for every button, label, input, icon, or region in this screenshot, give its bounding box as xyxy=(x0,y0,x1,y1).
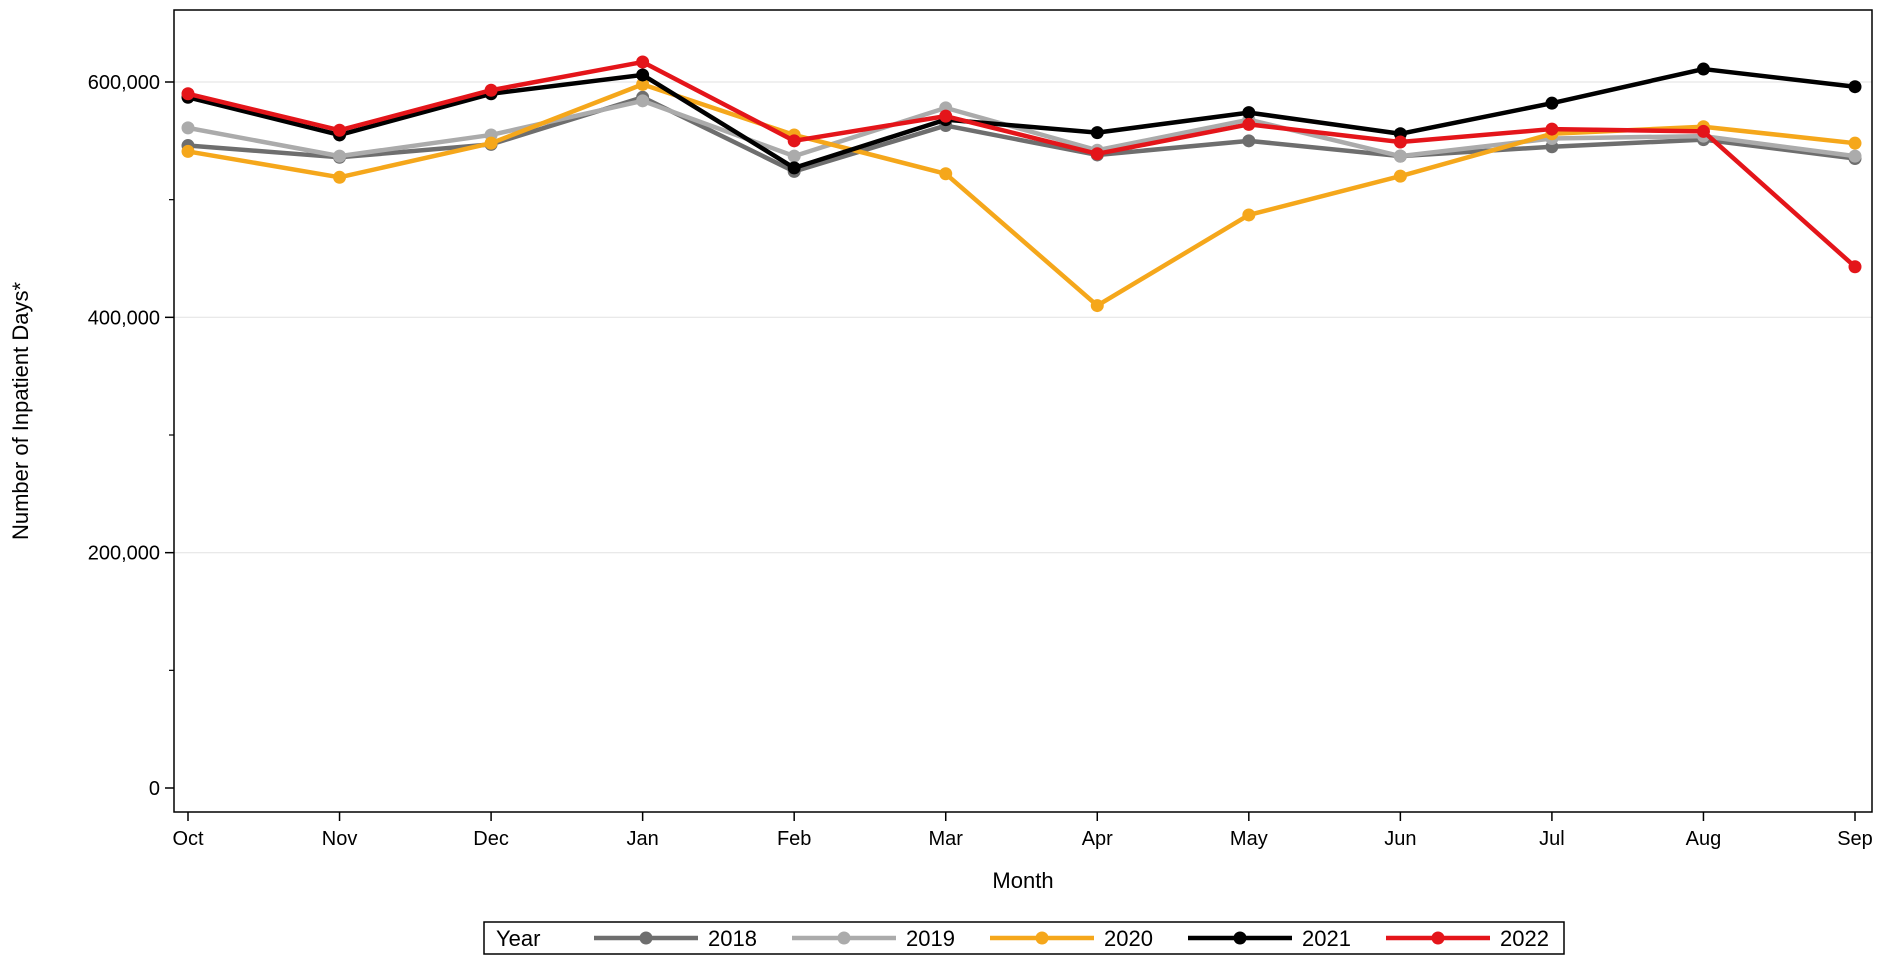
point-2021-feb xyxy=(787,161,801,175)
legend-label-2022: 2022 xyxy=(1500,926,1549,951)
legend-label-2018: 2018 xyxy=(708,926,757,951)
legend-swatch-marker-2019 xyxy=(837,931,851,945)
y-tick-label-3: 600,000 xyxy=(88,72,160,94)
point-2021-jul xyxy=(1545,96,1559,110)
x-tick-label-oct: Oct xyxy=(172,828,204,850)
point-2022-feb xyxy=(787,134,801,148)
y-axis-label: Number of Inpatient Days* xyxy=(8,282,33,540)
series-layer xyxy=(181,55,1862,313)
series-2020 xyxy=(181,77,1862,313)
legend-item-2021: 2021 xyxy=(1188,926,1351,951)
x-tick-label-mar: Mar xyxy=(929,828,964,850)
legend-label-2019: 2019 xyxy=(906,926,955,951)
point-2022-nov xyxy=(333,123,347,137)
y-tick-label-1: 200,000 xyxy=(88,543,160,565)
point-2021-may xyxy=(1242,106,1256,120)
point-2020-dec xyxy=(484,136,498,150)
point-2021-sep xyxy=(1848,80,1862,94)
x-tick-label-apr: Apr xyxy=(1082,828,1113,850)
point-2022-jul xyxy=(1545,122,1559,136)
series-line-2018 xyxy=(185,95,1858,174)
point-2021-apr xyxy=(1090,126,1104,140)
point-2022-oct xyxy=(181,87,195,101)
legend-label-2020: 2020 xyxy=(1104,926,1153,951)
point-2019-jun xyxy=(1393,149,1407,163)
point-2020-nov xyxy=(333,170,347,184)
series-line-2022 xyxy=(185,59,1858,269)
plot-frame xyxy=(173,9,1873,813)
series-2022 xyxy=(181,55,1862,274)
grid-lines xyxy=(174,81,1872,554)
legend-items: 2018 2019 2020 2021 2022 xyxy=(594,926,1549,951)
x-tick-label-aug: Aug xyxy=(1686,828,1722,850)
point-2021-aug xyxy=(1696,62,1710,76)
legend-swatch-marker-2021 xyxy=(1233,931,1247,945)
point-2021-jan xyxy=(636,68,650,82)
x-tick-label-jan: Jan xyxy=(627,828,659,850)
x-axis: Oct Nov Dec Jan Feb Mar Apr May Jun Jul Aug Sep xyxy=(172,812,1873,850)
legend-title: Year xyxy=(496,926,540,951)
x-tick-label-sep: Sep xyxy=(1837,828,1873,850)
legend-swatch-marker-2018 xyxy=(639,931,653,945)
point-2022-may xyxy=(1242,117,1256,131)
point-2020-sep xyxy=(1848,136,1862,150)
x-tick-label-dec: Dec xyxy=(473,828,509,850)
point-2020-oct xyxy=(181,144,195,158)
point-2019-nov xyxy=(333,149,347,163)
x-tick-label-may: May xyxy=(1230,828,1268,850)
legend-item-2022: 2022 xyxy=(1386,926,1549,951)
point-2022-sep xyxy=(1848,260,1862,274)
series-line-2020 xyxy=(185,82,1858,308)
point-2019-feb xyxy=(787,149,801,163)
point-2020-jun xyxy=(1393,169,1407,183)
x-tick-label-jun: Jun xyxy=(1384,828,1416,850)
point-2020-may xyxy=(1242,208,1256,222)
legend-item-2020: 2020 xyxy=(990,926,1153,951)
point-2020-apr xyxy=(1090,299,1104,313)
point-2019-sep xyxy=(1848,149,1862,163)
x-axis-label: Month xyxy=(992,868,1053,893)
y-axis: 0 200,000 400,000 600,000 xyxy=(88,72,174,800)
point-2019-jan xyxy=(636,94,650,108)
point-2018-may xyxy=(1242,134,1256,148)
point-2022-jun xyxy=(1393,135,1407,149)
point-2020-jan xyxy=(636,77,650,91)
y-tick-label-0: 0 xyxy=(149,778,160,800)
point-2022-dec xyxy=(484,83,498,97)
legend-item-2019: 2019 xyxy=(792,926,955,951)
point-2022-apr xyxy=(1090,147,1104,161)
point-2019-oct xyxy=(181,121,195,135)
legend-swatch-marker-2020 xyxy=(1035,931,1049,945)
point-2022-mar xyxy=(939,109,953,123)
legend-swatch-marker-2022 xyxy=(1431,931,1445,945)
series-line-2019 xyxy=(185,98,1858,159)
x-tick-label-jul: Jul xyxy=(1539,828,1565,850)
point-2022-jan xyxy=(636,55,650,69)
legend: Year 2018 2019 2020 2021 2022 xyxy=(483,921,1565,955)
x-tick-label-nov: Nov xyxy=(322,828,358,850)
point-2020-mar xyxy=(939,167,953,181)
series-line-2021 xyxy=(185,66,1858,171)
point-2022-aug xyxy=(1696,124,1710,138)
legend-item-2018: 2018 xyxy=(594,926,757,951)
x-tick-label-feb: Feb xyxy=(777,828,811,850)
y-tick-label-2: 400,000 xyxy=(88,307,160,329)
legend-label-2021: 2021 xyxy=(1302,926,1351,951)
